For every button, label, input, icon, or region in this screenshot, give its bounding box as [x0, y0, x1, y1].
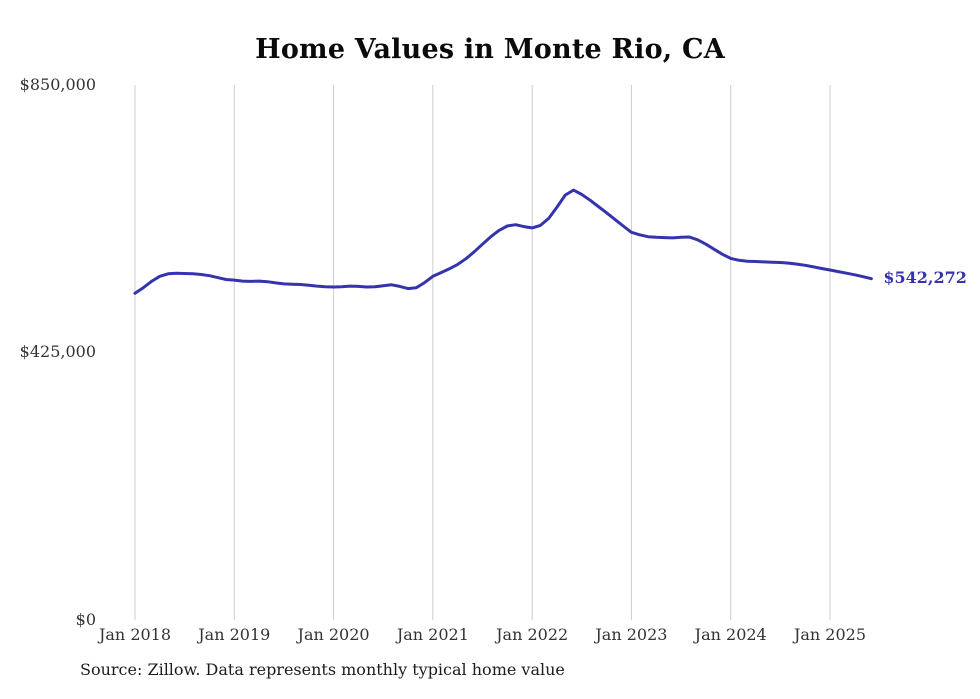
y-axis-label-0: $0: [75, 610, 96, 629]
home-value-line: [133, 188, 873, 295]
y-axis-label-425000: $425,000: [19, 342, 96, 361]
y-axis-label-850000: $850,000: [19, 75, 96, 94]
chart-title: Home Values in Monte Rio, CA: [255, 34, 725, 65]
current-value-label: $542,272: [883, 267, 967, 287]
source-note: Source: Zillow. Data represents monthly …: [80, 660, 565, 679]
